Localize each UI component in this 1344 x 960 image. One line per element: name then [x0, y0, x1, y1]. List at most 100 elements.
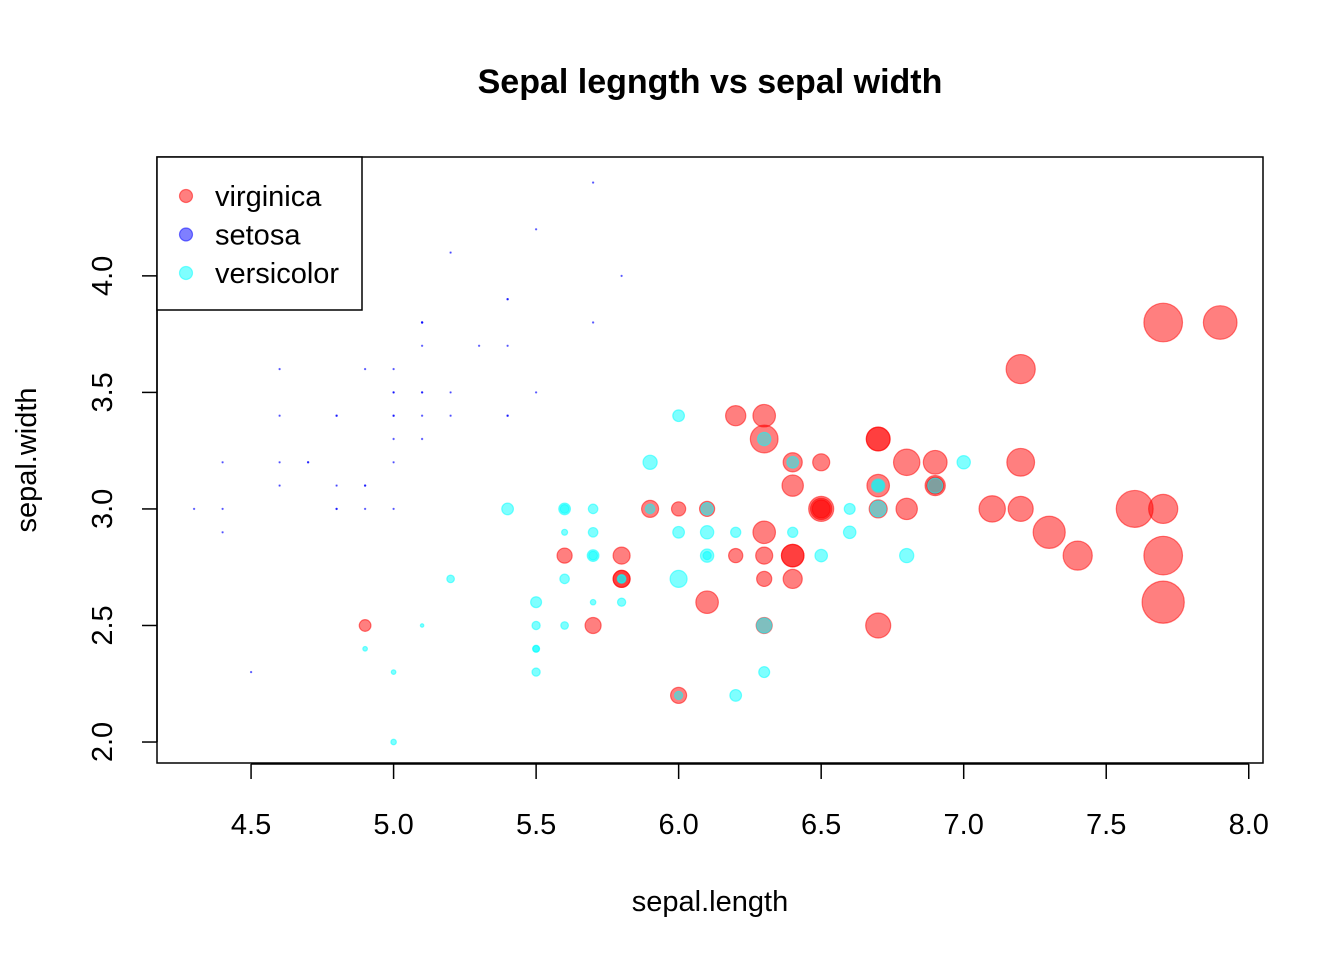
x-tick-label-4: 6.5: [801, 809, 841, 841]
data-point-virginica-20: [922, 449, 948, 475]
data-point-virginica-23: [756, 570, 773, 588]
data-point-virginica-44: [865, 426, 891, 452]
legend-label-versicolor: versicolor: [215, 258, 339, 290]
data-point-virginica-22: [1143, 535, 1184, 576]
data-point-versicolor-43: [390, 669, 397, 675]
x-axis-label: sepal.length: [632, 886, 788, 918]
x-tick-label-0: 4.5: [231, 809, 271, 841]
data-point-virginica-18: [1141, 580, 1185, 624]
data-point-setosa-10: [506, 344, 509, 347]
data-point-setosa-15: [591, 181, 595, 184]
x-tick-label-6: 7.5: [1086, 809, 1126, 841]
data-point-versicolor-45: [587, 503, 599, 515]
data-point-versicolor-48: [419, 623, 425, 628]
data-point-setosa-22: [278, 367, 281, 371]
data-point-virginica-10: [812, 453, 831, 472]
data-point-versicolor-12: [673, 690, 684, 701]
x-tick-label-7: 8.0: [1229, 809, 1269, 841]
data-point-virginica-12: [895, 497, 918, 521]
data-point-setosa-49: [392, 437, 395, 441]
legend-marker-setosa: [178, 227, 194, 242]
data-point-versicolor-22: [756, 617, 773, 634]
data-point-versicolor-39: [531, 620, 541, 631]
data-point-setosa-35: [392, 461, 395, 464]
data-point-setosa-14: [620, 274, 623, 278]
x-tick-label-3: 6.0: [658, 809, 698, 841]
y-tick-label-2: 3.0: [87, 489, 119, 529]
x-tick-label-1: 5.0: [373, 809, 413, 841]
data-point-virginica-34: [695, 590, 719, 615]
data-point-virginica-14: [612, 546, 631, 565]
data-point-virginica-30: [1062, 540, 1093, 571]
data-point-versicolor-31: [532, 644, 540, 653]
data-point-setosa-16: [506, 298, 509, 301]
data-point-virginica-6: [358, 619, 372, 632]
legend-label-setosa: setosa: [215, 220, 301, 252]
data-point-setosa-36: [534, 391, 538, 394]
data-point-setosa-31: [506, 414, 509, 417]
data-point-versicolor-37: [758, 666, 771, 679]
data-point-virginica-9: [1005, 353, 1036, 385]
data-point-versicolor-42: [616, 597, 627, 607]
data-point-setosa-32: [449, 251, 452, 254]
data-point-setosa-17: [420, 391, 424, 394]
data-point-setosa-25: [392, 507, 395, 511]
data-point-setosa-37: [363, 367, 367, 371]
x-tick-label-2: 5.5: [516, 809, 556, 841]
legend-marker-virginica: [178, 188, 194, 204]
data-point-versicolor-18: [729, 688, 743, 702]
data-point-setosa-24: [335, 414, 338, 417]
data-point-setosa-39: [420, 414, 424, 417]
data-point-versicolor-23: [699, 548, 715, 563]
data-point-virginica-33: [755, 546, 774, 565]
data-point-virginica-38: [670, 501, 687, 517]
data-point-versicolor-44: [559, 573, 570, 585]
data-point-virginica-11: [782, 568, 803, 590]
data-point-setosa-38: [221, 507, 224, 511]
y-tick-label-4: 4.0: [87, 256, 119, 296]
data-point-versicolor-27: [869, 500, 887, 518]
data-point-setosa-26: [392, 414, 395, 417]
data-point-versicolor-8: [842, 525, 857, 540]
data-point-virginica-21: [556, 547, 573, 564]
data-point-setosa-3: [278, 484, 281, 487]
data-point-versicolor-20: [642, 454, 658, 470]
data-point-setosa-23: [420, 437, 424, 441]
y-tick-label-3: 3.5: [87, 372, 119, 412]
data-point-versicolor-7: [362, 645, 369, 652]
data-point-setosa-21: [420, 344, 424, 347]
data-point-versicolor-38: [559, 503, 570, 514]
data-point-setosa-30: [335, 484, 338, 487]
data-point-setosa-47: [278, 461, 281, 464]
legend: virginica setosa versicolor: [156, 156, 363, 311]
data-point-setosa-6: [278, 414, 281, 417]
data-point-setosa-33: [534, 228, 538, 231]
data-point-versicolor-33: [669, 569, 688, 589]
data-point-setosa-29: [306, 461, 310, 464]
data-point-virginica-17: [1143, 302, 1184, 343]
data-point-virginica-26: [728, 547, 744, 564]
data-point-versicolor-13: [699, 525, 715, 540]
data-point-virginica-29: [1007, 495, 1034, 523]
data-point-setosa-1: [363, 507, 367, 511]
data-point-setosa-48: [477, 344, 481, 347]
data-point-setosa-4: [392, 367, 395, 371]
data-point-versicolor-3: [531, 667, 541, 677]
y-tick-label-1: 2.5: [87, 605, 119, 645]
data-point-virginica-32: [780, 543, 805, 568]
data-point-versicolor-14: [561, 528, 569, 536]
data-point-setosa-43: [392, 391, 395, 394]
data-point-setosa-46: [420, 321, 424, 324]
data-point-setosa-8: [221, 531, 224, 534]
data-point-versicolor-41: [700, 502, 714, 516]
legend-marker-versicolor: [178, 265, 194, 281]
points-layer: [192, 181, 1238, 746]
y-axis: 2.0 2.5 3.0 3.5 4.0: [87, 256, 158, 762]
data-point-virginica-7: [1032, 515, 1066, 549]
data-point-versicolor-40: [530, 596, 543, 609]
data-point-versicolor-49: [588, 550, 599, 561]
x-axis: 4.5 5.0 5.5 6.0 6.5 7.0 7.5 8.0: [231, 763, 1269, 841]
data-point-versicolor-24: [787, 526, 799, 539]
data-point-virginica-8: [865, 612, 892, 639]
